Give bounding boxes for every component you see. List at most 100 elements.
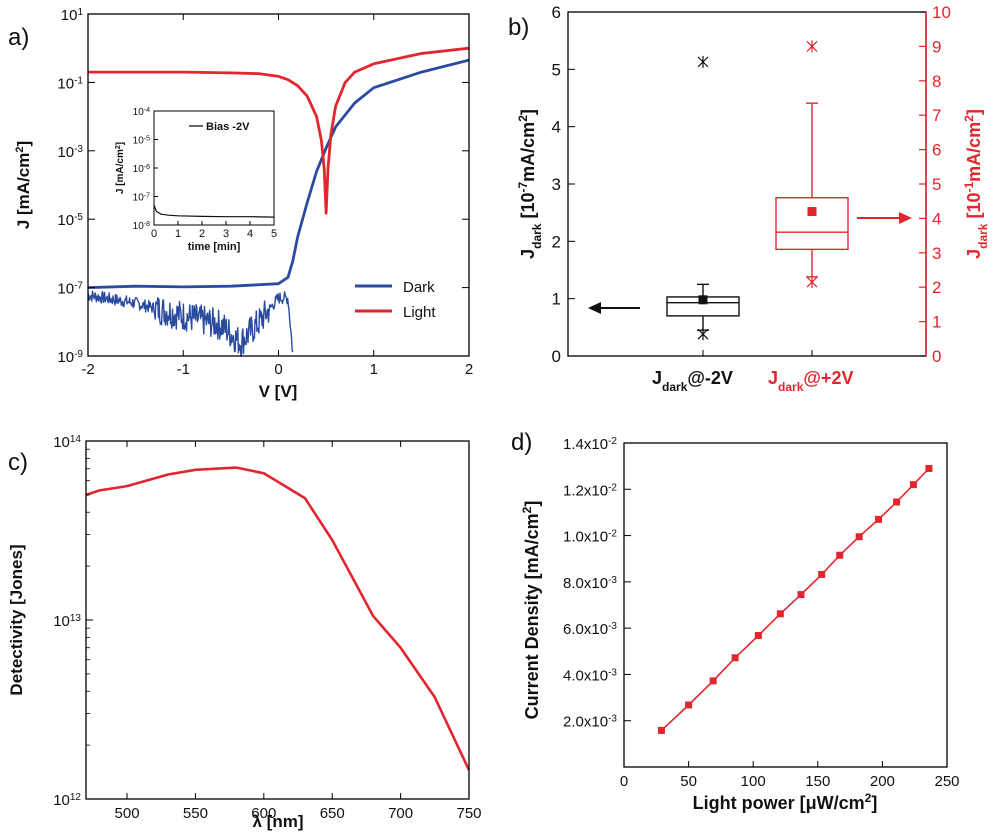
panel-b-axes-frame [567, 11, 927, 357]
panel-c-xlabel: λ [nm] [253, 812, 304, 831]
panel-b-right-ylabel: Jdark [10-1mA/cm2] [962, 109, 990, 259]
panel-c-series [85, 466, 471, 771]
panel-d-ytick-label-exp: -2 [608, 436, 617, 447]
inset-ytick-label-exp: -5 [144, 135, 150, 142]
box-1-category-label: Jdark@-2V [652, 368, 733, 394]
current-density-point [909, 481, 917, 489]
legend-light-label: Light [403, 304, 436, 321]
panel-d-xtick-label: 250 [934, 773, 959, 790]
box-2-iqr-box [775, 197, 849, 251]
inset-legend-label: Bias -2V [206, 121, 250, 133]
panel-d-xtick-label: 200 [870, 773, 895, 790]
inset-ytick-label: 10-5 [133, 135, 150, 147]
panel-d-series [657, 464, 933, 734]
panel-b-left-ytick-label: 1 [552, 290, 561, 309]
panel-d-ytick-label-exp: -3 [608, 621, 617, 632]
inset-xtick-label: 2 [199, 228, 205, 240]
current-density-point [731, 654, 739, 662]
inset-ytick-label-base: 10 [133, 107, 145, 118]
box-2-min-marker [806, 276, 818, 289]
panel-a-ytick-label-exp: -1 [74, 75, 83, 86]
panel-d-ytick-label-base: 2.0x10 [563, 714, 608, 731]
panel-a-axes-frame [87, 13, 470, 357]
panel-c-axes-frame [85, 440, 470, 800]
panel-d-ytick-label-exp: -3 [608, 667, 617, 678]
current-density-point [685, 701, 693, 709]
panel-b-left-ylabel: Jdark [10-7mA/cm2] [516, 109, 544, 259]
inset-series [153, 204, 275, 218]
legend-dark-label: Dark [403, 279, 435, 296]
panel-d-ytick-label-base: 8.0x10 [563, 575, 608, 592]
panel-d-ytick-label: 8.0x10-3 [563, 574, 617, 592]
panel-d-ytick-label-base: 6.0x10 [563, 621, 608, 638]
panel-b-right-ytick-label: 6 [932, 141, 941, 160]
panel-c-xtick-label: 500 [115, 805, 140, 822]
panel-c-ytick-label-base: 10 [53, 792, 70, 809]
inset-ytick-label-exp: -8 [144, 221, 150, 228]
panel-c-ytick-label-base: 10 [53, 434, 70, 451]
inset-ytick-label-base: 10 [133, 136, 145, 147]
panel-a-ytick-label-exp: 1 [77, 7, 83, 18]
panel-a-label: a) [8, 24, 29, 51]
panel-d-ytick-label-base: 1.0x10 [563, 529, 608, 546]
current-density-point [893, 498, 901, 506]
inset-ytick-label-exp: -4 [144, 107, 150, 114]
inset-ytick-label-base: 10 [133, 221, 145, 232]
current-density-point [818, 570, 826, 578]
panel-d-ytick-label: 2.0x10-3 [563, 713, 617, 731]
panel-a-xtick-label: -1 [177, 361, 190, 378]
inset-ytick-label-exp: -7 [144, 192, 150, 199]
panel-d-ytick-label-base: 1.2x10 [563, 482, 608, 499]
inset-ytick-label-base: 10 [133, 164, 145, 175]
panel-c-label: c) [8, 449, 28, 476]
inset-ytick-label: 10-6 [133, 164, 150, 176]
panel-c-ytick-label-base: 10 [53, 613, 70, 630]
panel-d-ytick-label-base: 1.4x10 [563, 436, 608, 453]
box-2-category-label: Jdark@+2V [768, 368, 853, 394]
panel-a-ytick-label-base: 10 [57, 212, 74, 229]
panel-c-ylabel: Detectivity [Jones] [7, 544, 26, 695]
panel-a-ytick-label: 10-1 [57, 75, 83, 93]
panel-a-xtick-label: -2 [81, 361, 94, 378]
current-density-point [836, 551, 844, 559]
inset-ytick-label: 10-4 [133, 107, 150, 119]
inset-series-line [153, 204, 275, 218]
panel-d-ytick-label-exp: -2 [608, 528, 617, 539]
panel-a-ytick-label-exp: -3 [74, 143, 83, 154]
panel-a-ylabel: J [mA/cm2] [14, 141, 33, 229]
panel-a-ytick-label: 10-9 [57, 349, 83, 367]
panel-a-ytick-label-base: 10 [57, 349, 74, 366]
panel-b-left-ytick-label: 3 [552, 175, 561, 194]
inset-xlabel: time [min] [188, 241, 241, 253]
box-1-min-marker [697, 328, 709, 341]
panel-a-xlabel: V [V] [259, 382, 298, 401]
box-2-mean-marker [807, 207, 817, 217]
inset-xtick-label: 1 [175, 228, 181, 240]
panel-c-ytick-label-exp: 12 [70, 792, 82, 803]
panel-b-right-ytick-label: 9 [932, 37, 941, 56]
panel-d-ytick-label-exp: -3 [608, 574, 617, 585]
panel-a-series [87, 46, 470, 357]
box-1-outlier-marker [697, 55, 709, 68]
panel-d-ytick-label: 4.0x10-3 [563, 667, 617, 685]
panel-d-ytick-label: 1.0x10-2 [563, 528, 617, 546]
current-density-line [660, 467, 930, 731]
panel-b-right-ytick-label: 0 [932, 347, 941, 366]
inset-xtick-label: 4 [247, 228, 253, 240]
inset-background [154, 111, 274, 225]
panel-b-right-ytick-label: 2 [932, 278, 941, 297]
panel-c-ytick-label-exp: 14 [70, 434, 82, 445]
panel-d-ytick-label: 1.4x10-2 [563, 436, 617, 454]
inset-ytick-label-exp: -6 [144, 164, 150, 171]
panel-d-xtick-label: 50 [680, 773, 697, 790]
panel-c-xtick-label: 600 [251, 805, 276, 822]
inset-xtick-label: 0 [151, 228, 157, 240]
panel-c-xtick-label: 700 [388, 805, 413, 822]
panel-b-left-ytick-label: 4 [552, 118, 561, 137]
panel-d-ticks: 0 50 100 150 200 2502.0x10-34.0x10-36.0x10-38… [563, 436, 959, 791]
box-1-mean-marker [698, 295, 708, 305]
